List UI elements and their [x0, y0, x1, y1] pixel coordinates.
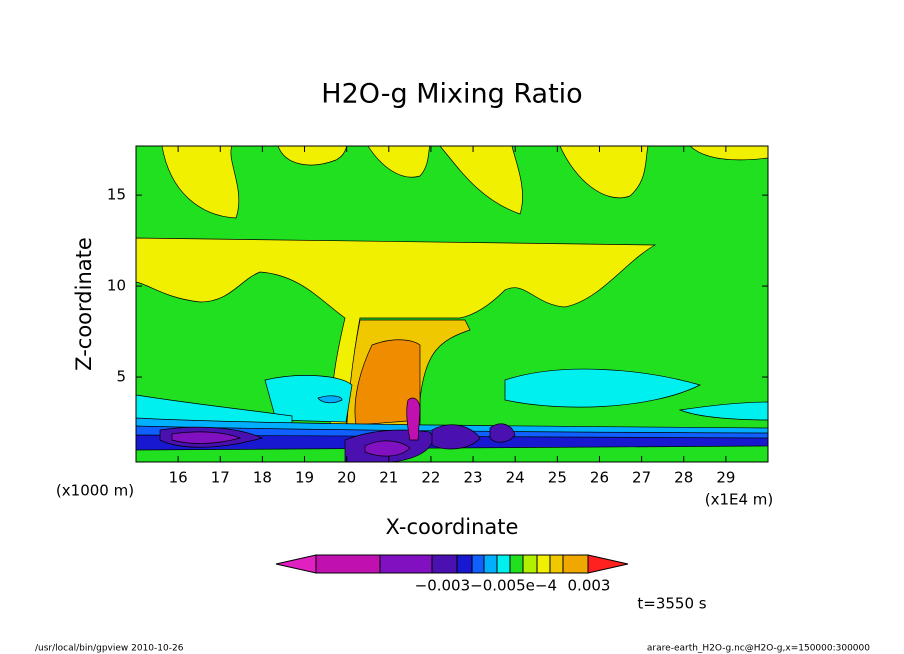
contour-region	[489, 423, 516, 443]
contour-region	[277, 145, 348, 166]
chart-title: H2O-g Mixing Ratio	[321, 79, 582, 110]
contour-region	[559, 145, 649, 199]
y-tick-label: 5	[116, 368, 126, 386]
x-tick-label: 26	[590, 469, 609, 487]
x-tick-label: 17	[211, 469, 230, 487]
colorbar-label: 0.003	[568, 577, 611, 595]
colorbar-extend	[587, 554, 629, 574]
colorbar-box	[536, 554, 551, 574]
colorbar-box	[509, 554, 524, 574]
footer-left: /usr/local/bin/gpview 2010-10-26	[35, 644, 184, 654]
colorbar-box	[496, 554, 511, 574]
contour-region	[406, 397, 421, 441]
contour-region	[317, 395, 343, 404]
colorbar-label: −0.003−0.005e−4	[415, 577, 557, 595]
colorbar-extend	[275, 554, 317, 574]
x-tick-label: 23	[464, 469, 483, 487]
contour-region	[171, 431, 242, 444]
contour-region	[504, 368, 701, 408]
colorbar-box	[379, 554, 433, 574]
colorbar-box	[471, 554, 485, 574]
x-tick-label: 22	[421, 469, 440, 487]
colorbar-box	[483, 554, 498, 574]
x-axis-label: X-coordinate	[386, 515, 519, 539]
colorbar-box	[549, 554, 564, 574]
x-tick-label: 19	[295, 469, 314, 487]
colorbar-box	[315, 554, 381, 574]
x-tick-label: 29	[716, 469, 735, 487]
x-tick-label: 18	[253, 469, 272, 487]
colorbar-box	[456, 554, 473, 574]
y-tick-label: 10	[107, 277, 126, 295]
contour-region	[431, 424, 481, 450]
contour-region	[439, 145, 523, 215]
colorbar-box	[431, 554, 458, 574]
y-unit-label: (x1000 m)	[56, 482, 134, 500]
y-axis-label: Z-coordinate	[72, 237, 96, 371]
plot-frame	[135, 145, 769, 463]
x-tick-label: 24	[506, 469, 525, 487]
footer-right: arare-earth_H2O-g.nc@H2O-g,x=150000:3000…	[647, 644, 870, 654]
x-tick-label: 20	[337, 469, 356, 487]
contour-region	[161, 145, 240, 219]
colorbar-box	[522, 554, 538, 574]
x-unit-label: (x1E4 m)	[705, 491, 774, 509]
time-label: t=3550 s	[637, 595, 706, 613]
x-tick-label: 25	[548, 469, 567, 487]
contour-field	[135, 145, 769, 463]
x-tick-label: 28	[674, 469, 693, 487]
contour-region	[364, 440, 411, 457]
contour-region	[367, 145, 431, 178]
y-tick-label: 15	[107, 186, 126, 204]
x-tick-label: 27	[632, 469, 651, 487]
x-tick-label: 16	[169, 469, 188, 487]
contour-region	[264, 375, 353, 423]
x-tick-label: 21	[379, 469, 398, 487]
colorbar-box	[562, 554, 589, 574]
